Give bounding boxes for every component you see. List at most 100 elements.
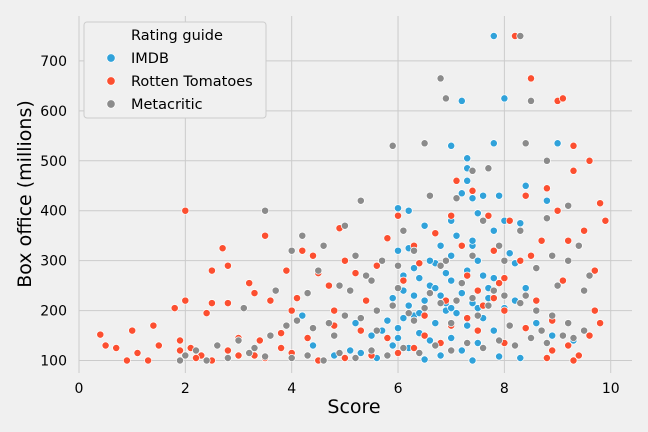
data-point xyxy=(500,94,509,103)
data-point xyxy=(319,356,328,365)
data-point xyxy=(394,211,402,220)
data-point xyxy=(383,234,392,243)
data-point xyxy=(473,339,482,347)
data-point xyxy=(500,306,509,315)
data-point xyxy=(234,351,243,360)
data-point xyxy=(223,261,232,270)
data-point xyxy=(452,176,461,185)
data-point xyxy=(383,351,392,360)
data-point xyxy=(394,246,402,255)
y-tick-labels: 100 200 300 400 500 600 700 xyxy=(40,54,67,370)
data-point xyxy=(340,256,349,265)
data-point xyxy=(484,301,493,310)
data-point xyxy=(410,291,418,300)
data-point xyxy=(527,74,535,83)
data-point xyxy=(388,294,397,303)
y-tick-label: 600 xyxy=(40,104,67,120)
data-point xyxy=(388,301,397,310)
data-point xyxy=(431,319,440,328)
data-point xyxy=(580,286,589,295)
data-point xyxy=(473,311,482,320)
data-point xyxy=(564,341,573,350)
data-point xyxy=(431,229,440,238)
legend-marker xyxy=(106,76,116,86)
data-point xyxy=(410,344,418,352)
data-point xyxy=(298,231,307,240)
data-point xyxy=(277,344,286,352)
x-tick-labels: 0 2 4 6 8 10 xyxy=(75,381,620,397)
data-point xyxy=(452,231,461,240)
data-point xyxy=(425,191,434,200)
data-point xyxy=(505,216,514,225)
data-point xyxy=(521,181,530,190)
data-point xyxy=(287,246,296,255)
data-point xyxy=(463,321,472,330)
data-point xyxy=(394,349,402,357)
data-point xyxy=(420,355,429,364)
data-point xyxy=(101,341,110,350)
data-point xyxy=(558,331,567,340)
data-point xyxy=(537,326,546,335)
data-point xyxy=(192,354,200,362)
data-point xyxy=(362,296,371,305)
data-point xyxy=(388,341,397,350)
data-point xyxy=(479,216,488,225)
data-point xyxy=(596,319,605,328)
data-point xyxy=(128,326,137,335)
data-point xyxy=(282,266,291,275)
data-point xyxy=(542,339,551,347)
data-point xyxy=(324,319,333,328)
data-point xyxy=(293,316,301,325)
data-point xyxy=(495,352,504,361)
data-point xyxy=(564,201,573,210)
data-point xyxy=(250,289,259,298)
data-point xyxy=(425,256,434,265)
data-point xyxy=(303,334,312,342)
data-point xyxy=(261,206,270,215)
data-point xyxy=(192,346,200,355)
data-point xyxy=(223,299,232,308)
grid-lines xyxy=(78,16,632,373)
data-point xyxy=(596,199,605,208)
data-point xyxy=(468,186,477,195)
data-point xyxy=(489,32,498,40)
data-point xyxy=(420,139,429,148)
data-point xyxy=(548,331,557,340)
data-point xyxy=(335,281,344,290)
y-tick-label: 200 xyxy=(40,304,67,320)
data-point xyxy=(436,74,445,83)
data-point xyxy=(516,354,525,362)
data-point xyxy=(436,351,445,360)
data-point xyxy=(516,219,525,228)
data-point xyxy=(495,241,504,250)
x-tick-label: 4 xyxy=(287,381,296,397)
data-point xyxy=(558,276,567,285)
data-point xyxy=(548,311,557,320)
legend-label: Rotten Tomatoes xyxy=(131,74,253,90)
legend-items: IMDB Rotten Tomatoes Metacritic xyxy=(106,51,253,113)
data-point xyxy=(309,251,317,260)
data-point xyxy=(548,346,557,355)
data-point xyxy=(367,276,376,285)
data-point xyxy=(266,331,275,340)
data-point xyxy=(468,251,477,260)
data-point xyxy=(415,259,424,268)
data-point xyxy=(452,296,461,305)
x-tick-label: 8 xyxy=(500,381,509,397)
data-point xyxy=(399,344,408,352)
y-tick-label: 400 xyxy=(40,204,67,220)
data-point xyxy=(436,299,445,308)
data-point xyxy=(431,341,440,350)
data-point xyxy=(585,156,594,165)
data-point xyxy=(309,341,317,350)
data-point xyxy=(484,211,493,220)
data-point xyxy=(468,166,477,175)
data-point xyxy=(378,256,387,265)
data-point xyxy=(489,139,498,148)
data-point xyxy=(489,226,498,235)
data-point xyxy=(351,319,360,328)
data-point xyxy=(394,204,402,213)
data-point xyxy=(112,344,121,352)
data-point xyxy=(394,284,402,293)
data-point xyxy=(399,314,408,323)
